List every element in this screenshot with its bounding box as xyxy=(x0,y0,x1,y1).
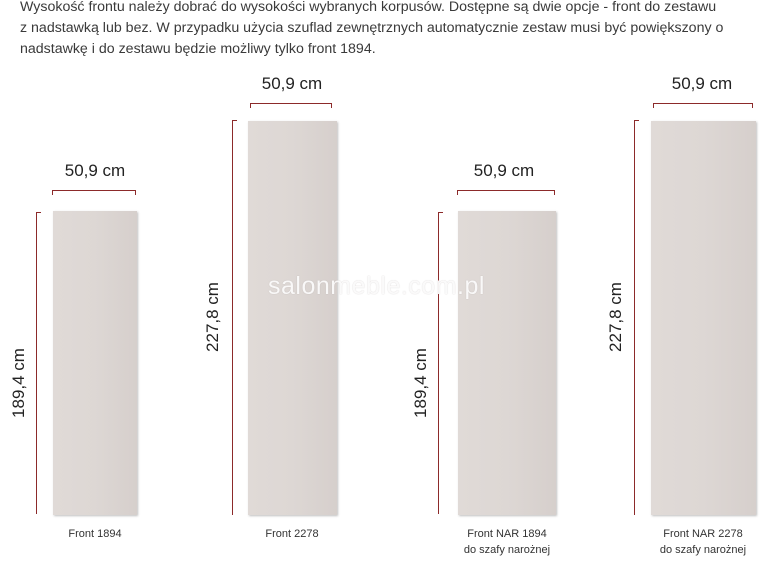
front-1-width-label: 50,9 cm xyxy=(64,161,126,180)
front-4-height-label: 227,8 cm xyxy=(606,282,625,352)
intro-paragraph: Wysokość frontu należy dobrać do wysokoś… xyxy=(20,0,724,57)
front-2-height-label: 227,8 cm xyxy=(203,282,222,352)
front-4-width-line xyxy=(653,103,753,108)
watermark: salonmeble.com.pl xyxy=(268,272,485,300)
front-1-height-label: 189,4 cm xyxy=(9,348,28,418)
front-1-caption-line1: Front 1894 xyxy=(68,528,122,540)
front-2-height-line xyxy=(232,120,237,515)
front-3-caption-line2: do szafy narożnej xyxy=(463,544,551,556)
front-2278-panel xyxy=(248,121,337,515)
front-1-caption: Front 1894 xyxy=(25,526,165,542)
front-2-caption-line1: Front 2278 xyxy=(265,528,319,540)
front-3-caption-line1: Front NAR 1894 xyxy=(467,528,547,540)
front-4-height-line xyxy=(634,120,639,515)
front-2-width-label: 50,9 cm xyxy=(261,74,323,93)
front-1894-panel xyxy=(53,211,137,515)
front-2-width-line xyxy=(250,103,332,108)
front-3-width-line xyxy=(457,190,555,195)
front-2-caption: Front 2278 xyxy=(222,526,362,542)
front-3-height-line xyxy=(438,212,443,514)
front-3-width-label: 50,9 cm xyxy=(473,161,535,180)
front-4-caption-line2: do szafy narożnej xyxy=(659,544,747,556)
front-1-height-line xyxy=(36,212,41,514)
front-3-height-label: 189,4 cm xyxy=(411,348,430,418)
front-4-caption-line1: Front NAR 2278 xyxy=(663,528,743,540)
front-4-caption: Front NAR 2278 do szafy narożnej xyxy=(633,526,773,558)
front-1-width-line xyxy=(52,190,136,195)
front-nar-2278-panel xyxy=(651,121,756,515)
front-4-width-label: 50,9 cm xyxy=(671,74,733,93)
front-3-caption: Front NAR 1894 do szafy narożnej xyxy=(437,526,577,558)
front-nar-1894-panel xyxy=(458,211,556,515)
